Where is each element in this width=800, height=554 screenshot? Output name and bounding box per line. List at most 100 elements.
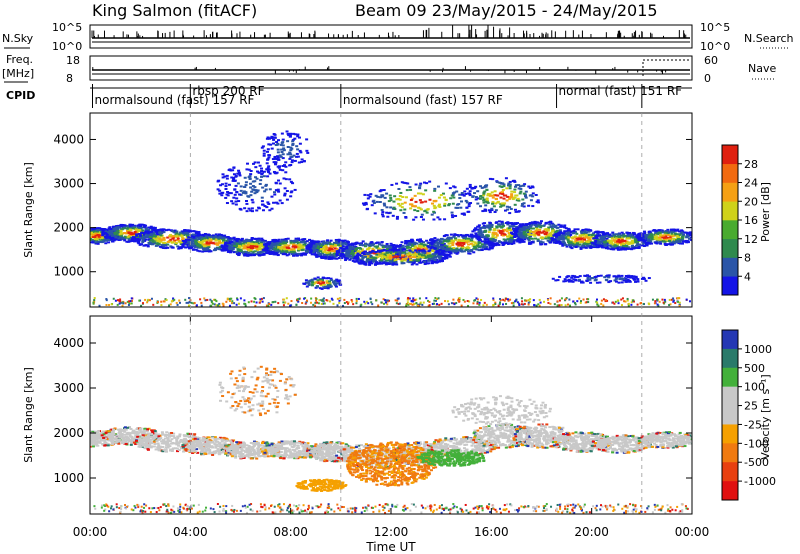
power-echo <box>559 232 563 235</box>
power-echo <box>495 233 499 236</box>
power-echo <box>681 239 685 242</box>
power-echo <box>587 230 591 233</box>
power-echo <box>305 250 309 253</box>
power-echo <box>460 247 464 250</box>
power-echo <box>352 242 356 245</box>
power-echo <box>547 235 551 238</box>
power-echo <box>408 242 412 245</box>
power-echo <box>586 235 590 238</box>
power-echo <box>406 253 410 256</box>
power-echo <box>390 256 394 259</box>
power-echo <box>123 224 127 227</box>
power-echo <box>281 242 285 245</box>
power-echo <box>627 247 631 250</box>
power-echo <box>598 235 602 238</box>
power-echo <box>513 222 517 225</box>
power-echo <box>114 235 118 238</box>
power-echo <box>474 242 478 245</box>
power-echo <box>495 226 499 229</box>
power-echo <box>440 237 444 240</box>
power-echo <box>633 236 637 239</box>
power-echo <box>148 243 152 246</box>
power-echo <box>606 235 610 238</box>
power-echo <box>408 246 412 249</box>
power-echo <box>262 253 266 256</box>
power-echo <box>271 241 275 244</box>
power-echo <box>207 249 211 252</box>
power-echo <box>184 238 188 241</box>
power-echo <box>629 241 633 244</box>
power-echo <box>617 248 621 251</box>
power-echo <box>614 237 618 240</box>
power-echo <box>209 241 213 244</box>
power-echo <box>389 262 393 265</box>
power-echo <box>166 236 170 239</box>
power-echo <box>689 238 692 241</box>
power-echo <box>148 238 152 241</box>
power-echo <box>430 238 434 241</box>
power-echo <box>482 245 486 248</box>
power-echo <box>100 238 104 241</box>
power-echo <box>602 246 606 249</box>
power-echo <box>670 231 674 234</box>
power-echo <box>361 262 365 265</box>
power-echo <box>242 244 246 247</box>
power-echo <box>82 236 85 238</box>
power-echo <box>521 235 525 238</box>
power-echo <box>649 232 653 235</box>
power-echo <box>590 234 594 237</box>
power-echo <box>140 223 144 226</box>
power-echo <box>198 244 202 247</box>
power-echo <box>503 233 507 236</box>
power-echo <box>600 244 604 247</box>
nave-tick-top: 60 <box>704 54 718 67</box>
power-echo <box>527 239 531 242</box>
power-echo <box>251 252 255 255</box>
power-echo <box>91 234 95 237</box>
power-echo <box>654 241 658 244</box>
power-echo <box>223 234 227 237</box>
power-echo <box>245 251 249 254</box>
power-echo <box>455 252 459 255</box>
power-echo <box>478 245 482 248</box>
power-echo <box>327 257 331 260</box>
power-echo <box>323 251 327 254</box>
power-echo <box>433 247 437 250</box>
power-echo <box>693 235 696 237</box>
power-echo <box>670 233 674 236</box>
power-echo <box>141 229 145 232</box>
power-echo <box>421 251 425 254</box>
power-echo <box>581 246 585 249</box>
power-echo <box>529 234 533 237</box>
power-echo <box>584 233 588 236</box>
power-echo <box>116 232 120 235</box>
power-echo <box>335 257 339 260</box>
power-echo <box>293 252 297 255</box>
power-echo <box>586 233 590 236</box>
power-echo <box>548 233 552 236</box>
power-echo <box>354 251 358 254</box>
power-echo <box>198 238 202 241</box>
power-echo <box>461 246 465 249</box>
power-echo <box>315 255 319 258</box>
power-echo <box>240 251 244 254</box>
power-echo <box>503 228 507 231</box>
power-echo <box>617 238 621 241</box>
power-echo <box>111 236 115 239</box>
power-echo <box>433 239 437 242</box>
power-echo <box>296 241 300 244</box>
power-echo <box>193 243 197 246</box>
power-echo <box>164 243 168 246</box>
power-echo <box>190 242 194 245</box>
power-echo <box>341 245 345 248</box>
power-echo <box>403 248 407 251</box>
power-echo <box>347 243 351 246</box>
power-echo <box>304 249 308 252</box>
power-echo <box>557 235 561 238</box>
power-echo <box>290 253 294 256</box>
power-echo <box>164 244 168 247</box>
power-echo <box>168 239 172 242</box>
power-echo <box>315 250 319 253</box>
power-echo <box>142 233 146 236</box>
power-echo <box>626 243 630 246</box>
